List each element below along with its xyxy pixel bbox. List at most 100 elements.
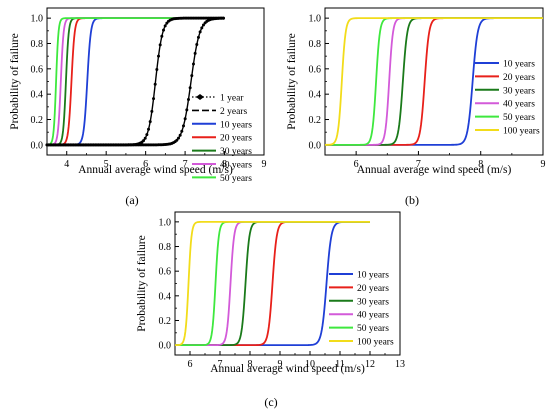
series-marker — [176, 136, 180, 140]
x-tick-label: 7 — [416, 159, 421, 170]
y-tick-label: 1.0 — [309, 14, 322, 25]
series-marker — [147, 127, 151, 131]
panel-label: (c) — [264, 395, 277, 409]
series-marker — [186, 97, 190, 101]
x-tick-label: 9 — [541, 159, 546, 170]
legend-entry: 10 years — [503, 60, 535, 70]
series-marker — [191, 62, 195, 66]
legend-entry: 50 years — [357, 324, 389, 334]
series-marker — [143, 136, 147, 140]
y-tick-label: 1.0 — [31, 14, 44, 25]
series-marker — [181, 124, 185, 128]
series-marker — [178, 133, 182, 137]
x-tick-label: 7 — [183, 159, 188, 170]
x-tick-label: 6 — [354, 159, 359, 170]
y-tick-label: 1.0 — [159, 217, 172, 228]
legend-entry: 20 years — [503, 73, 535, 83]
x-tick-label: 11 — [335, 359, 345, 370]
series-marker — [155, 68, 159, 72]
series-marker — [145, 133, 149, 137]
x-tick-label: 13 — [395, 359, 405, 370]
series-marker — [196, 35, 200, 39]
x-tick-label: 10 — [305, 359, 315, 370]
series-marker — [175, 138, 179, 142]
x-tick-label: 12 — [365, 359, 375, 370]
legend-entry: 30 years — [220, 147, 252, 157]
legend-entry: 30 years — [503, 86, 535, 96]
y-axis-label: Probability of failure — [286, 33, 298, 129]
y-tick-label: 0.6 — [309, 64, 322, 75]
y-tick-label: 0.8 — [309, 39, 322, 50]
panel-label: (a) — [125, 193, 138, 207]
legend-entry: 30 years — [357, 297, 389, 307]
y-tick-label: 0.4 — [159, 291, 172, 302]
series-marker — [142, 139, 146, 143]
series-marker — [190, 74, 194, 78]
y-tick-label: 0.2 — [159, 316, 172, 327]
x-tick-label: 9 — [262, 159, 267, 170]
series-marker — [158, 43, 162, 47]
y-tick-label: 0.0 — [159, 341, 172, 352]
x-axis-label: Annual average wind speed (m/s) — [78, 164, 233, 176]
series-marker — [195, 43, 199, 47]
x-tick-label: 4 — [64, 159, 69, 170]
legend-entry: 100 years — [357, 338, 394, 348]
x-axis-label: Annual average wind speed (m/s) — [210, 363, 365, 375]
x-tick-label: 9 — [278, 359, 283, 370]
y-axis-label: Probability of failure — [9, 33, 21, 129]
series-marker — [193, 51, 197, 55]
legend-entry: 1 year — [220, 94, 244, 104]
legend-entry: 40 years — [503, 100, 535, 110]
series-marker — [160, 34, 164, 38]
legend-entry: 10 years — [220, 120, 252, 130]
panel-c: 6 7 8 9 10 11 12 13 0.0 0.2 0.4 0.6 0.8 1.0 Annual ave… — [136, 211, 405, 409]
y-tick-label: 0.4 — [309, 90, 322, 101]
x-tick-label: 5 — [104, 159, 109, 170]
x-tick-label: 8 — [222, 159, 227, 170]
panel-label: (b) — [405, 193, 419, 207]
legend-entry: 20 years — [220, 134, 252, 144]
legend-entry: 100 years — [503, 127, 540, 137]
legend-entry: 40 years — [220, 161, 252, 171]
legend-marker — [196, 94, 204, 100]
x-tick-label: 7 — [218, 359, 223, 370]
series-marker — [152, 97, 156, 101]
y-tick-label: 0.6 — [31, 64, 44, 75]
y-tick-label: 0.8 — [31, 39, 44, 50]
x-tick-label: 8 — [478, 159, 483, 170]
legend-entry: 20 years — [357, 284, 389, 294]
series-marker — [201, 23, 205, 27]
series-marker — [148, 120, 152, 124]
series-marker — [188, 86, 192, 90]
series-line — [324, 17, 543, 146]
series-marker — [221, 16, 225, 20]
y-tick-label: 0.0 — [309, 140, 322, 151]
series-line — [175, 220, 370, 347]
x-tick-label: 6 — [188, 359, 193, 370]
series-marker — [180, 129, 184, 133]
series-marker — [157, 54, 161, 58]
y-tick-label: 0.2 — [31, 115, 44, 126]
series-marker — [150, 109, 154, 113]
series-marker — [162, 28, 166, 32]
legend-entry: 50 years — [503, 113, 535, 123]
legend-entry: 10 years — [357, 271, 389, 281]
series-marker — [163, 24, 167, 28]
series-marker — [153, 82, 157, 86]
series-marker — [185, 108, 189, 112]
legend-entry: 50 years — [220, 174, 252, 184]
y-tick-label: 0.8 — [159, 242, 172, 253]
y-tick-label: 0.0 — [31, 140, 44, 151]
y-tick-label: 0.6 — [159, 267, 172, 278]
y-axis-label: Probability of failure — [136, 235, 148, 331]
legend-entry: 40 years — [357, 311, 389, 321]
panel-a: 4 5 6 7 8 9 0.0 0.2 0.4 0.6 0.8 1.0 Annual average w… — [9, 7, 267, 207]
x-tick-label: 6 — [143, 159, 148, 170]
y-tick-label: 0.4 — [31, 90, 44, 101]
panel-b: 6 7 8 9 0.0 0.2 0.4 0.6 0.8 1.0 Annual average win… — [286, 7, 546, 207]
x-axis-label: Annual average wind speed (m/s) — [357, 164, 512, 176]
series-marker — [200, 26, 204, 30]
series-marker — [183, 117, 187, 121]
x-tick-label: 8 — [248, 359, 253, 370]
